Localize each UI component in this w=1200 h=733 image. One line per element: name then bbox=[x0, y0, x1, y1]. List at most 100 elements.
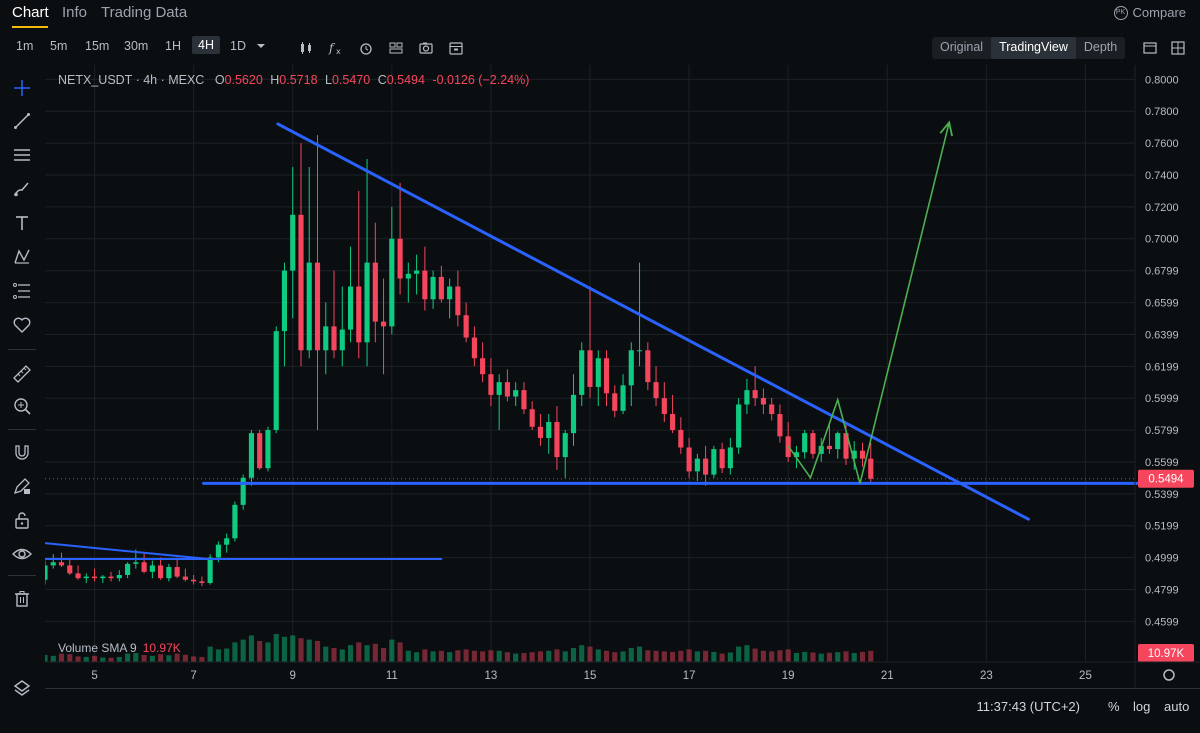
volume-bar bbox=[108, 657, 114, 662]
volume-bar bbox=[868, 650, 874, 662]
pattern-icon[interactable] bbox=[12, 247, 32, 267]
volume-bar bbox=[521, 653, 527, 662]
candle-body bbox=[455, 286, 461, 316]
brush-icon[interactable] bbox=[12, 179, 32, 199]
volume-bar bbox=[719, 653, 725, 662]
candle-body bbox=[620, 385, 626, 411]
volume-bar bbox=[257, 641, 263, 662]
tab-chart[interactable]: Chart bbox=[12, 4, 49, 21]
view-depth[interactable]: Depth bbox=[1083, 40, 1118, 54]
volume-bar bbox=[603, 650, 610, 662]
timeframe-15m[interactable]: 15m bbox=[85, 39, 110, 53]
clock: 11:37:43 (UTC+2) bbox=[976, 699, 1080, 714]
layout-icon[interactable] bbox=[1142, 40, 1158, 56]
tab-trading-data[interactable]: Trading Data bbox=[101, 4, 188, 21]
view-original[interactable]: Original bbox=[940, 40, 984, 54]
candle-body bbox=[314, 262, 321, 351]
lock-icon[interactable] bbox=[12, 510, 32, 530]
y-tick-label: 0.6799 bbox=[1145, 266, 1179, 278]
sidebar-separator bbox=[8, 429, 36, 430]
volume-bar bbox=[281, 636, 288, 662]
timeframe-30m[interactable]: 30m bbox=[124, 39, 149, 53]
volume-bar bbox=[752, 648, 758, 662]
timeframe-4h[interactable]: 4H bbox=[192, 36, 220, 54]
auto-toggle[interactable]: auto bbox=[1164, 699, 1190, 714]
layers-icon[interactable] bbox=[12, 678, 32, 698]
chart-drawings bbox=[45, 120, 1147, 561]
volume-bar bbox=[570, 648, 577, 662]
compare-label: Compare bbox=[1132, 5, 1186, 20]
screenshot-icon[interactable] bbox=[418, 40, 434, 56]
magnet-icon[interactable] bbox=[12, 442, 32, 462]
volume-bar bbox=[248, 635, 255, 662]
templates-icon[interactable] bbox=[388, 40, 404, 56]
old-trendline bbox=[45, 542, 210, 561]
volume-bar bbox=[191, 656, 197, 662]
eye-icon[interactable] bbox=[12, 544, 32, 564]
x-tick-label: 5 bbox=[91, 670, 97, 682]
volume-bar bbox=[661, 651, 667, 662]
change-value: -0.0126 (−2.24%) bbox=[432, 73, 530, 87]
trash-icon[interactable] bbox=[12, 589, 32, 609]
candle-body bbox=[290, 214, 296, 271]
candle-body bbox=[777, 414, 783, 437]
horizontal-lines-icon[interactable] bbox=[12, 145, 32, 165]
volume-bar bbox=[620, 651, 626, 662]
volume-bar bbox=[810, 652, 816, 662]
trend-line-icon[interactable] bbox=[12, 111, 32, 131]
candle-body bbox=[372, 262, 378, 322]
price-chart[interactable]: 0.8000 0.7800 0.7600 0.7400 0.7200 0.7000 0.67… bbox=[45, 65, 1200, 688]
tab-info[interactable]: Info bbox=[62, 4, 88, 21]
ruler-icon[interactable] bbox=[12, 364, 32, 384]
candle-body bbox=[133, 562, 139, 564]
timeframe-5m[interactable]: 5m bbox=[50, 39, 68, 53]
volume-bar bbox=[240, 639, 246, 662]
volume-bar bbox=[777, 650, 783, 662]
candle-body bbox=[678, 429, 684, 448]
candle-type-icon[interactable] bbox=[298, 40, 314, 56]
candle-body bbox=[281, 270, 288, 332]
heart-icon[interactable] bbox=[12, 315, 32, 335]
lock-drawing-icon[interactable] bbox=[12, 476, 32, 496]
candle-body bbox=[265, 429, 271, 469]
candle-body bbox=[158, 565, 164, 579]
volume-bar bbox=[182, 654, 188, 662]
calendar-icon[interactable] bbox=[448, 40, 464, 56]
timeframe-1h[interactable]: 1H bbox=[165, 39, 181, 53]
candle-body bbox=[521, 390, 527, 410]
candle-body bbox=[810, 433, 816, 454]
fullscreen-icon[interactable] bbox=[1170, 40, 1186, 56]
candle-body bbox=[628, 350, 634, 386]
timeframe-1d[interactable]: 1D bbox=[230, 39, 246, 53]
candle-body bbox=[405, 273, 411, 279]
zoom-in-icon[interactable] bbox=[12, 396, 32, 416]
view-tradingview[interactable]: TradingView bbox=[991, 37, 1076, 59]
crosshair-icon[interactable] bbox=[12, 78, 32, 98]
volume-bar bbox=[83, 656, 89, 662]
volume-bar bbox=[265, 642, 271, 662]
volume-bar bbox=[372, 643, 378, 662]
volume-bar bbox=[785, 649, 791, 662]
volume-bar bbox=[364, 645, 370, 662]
timeframe-dropdown-icon[interactable] bbox=[254, 39, 270, 55]
volume-bar bbox=[546, 650, 552, 662]
last-price-badge bbox=[1138, 469, 1194, 488]
candle-body bbox=[414, 270, 420, 274]
volume-bar bbox=[447, 652, 453, 662]
timeframe-1m[interactable]: 1m bbox=[16, 39, 34, 53]
compare-button[interactable]: PK Compare bbox=[1113, 5, 1186, 20]
fib-icon[interactable] bbox=[12, 281, 32, 301]
candle-body bbox=[199, 581, 205, 583]
log-toggle[interactable]: log bbox=[1133, 699, 1151, 714]
alert-icon[interactable] bbox=[358, 40, 374, 56]
text-icon[interactable] bbox=[12, 213, 32, 233]
candle-body bbox=[653, 382, 659, 399]
percent-toggle[interactable]: % bbox=[1108, 699, 1120, 714]
candle-body bbox=[744, 390, 750, 405]
volume-bar bbox=[628, 648, 634, 662]
volume-bar bbox=[323, 646, 329, 662]
candle-body bbox=[471, 337, 477, 359]
settings-icon[interactable] bbox=[1163, 669, 1175, 681]
